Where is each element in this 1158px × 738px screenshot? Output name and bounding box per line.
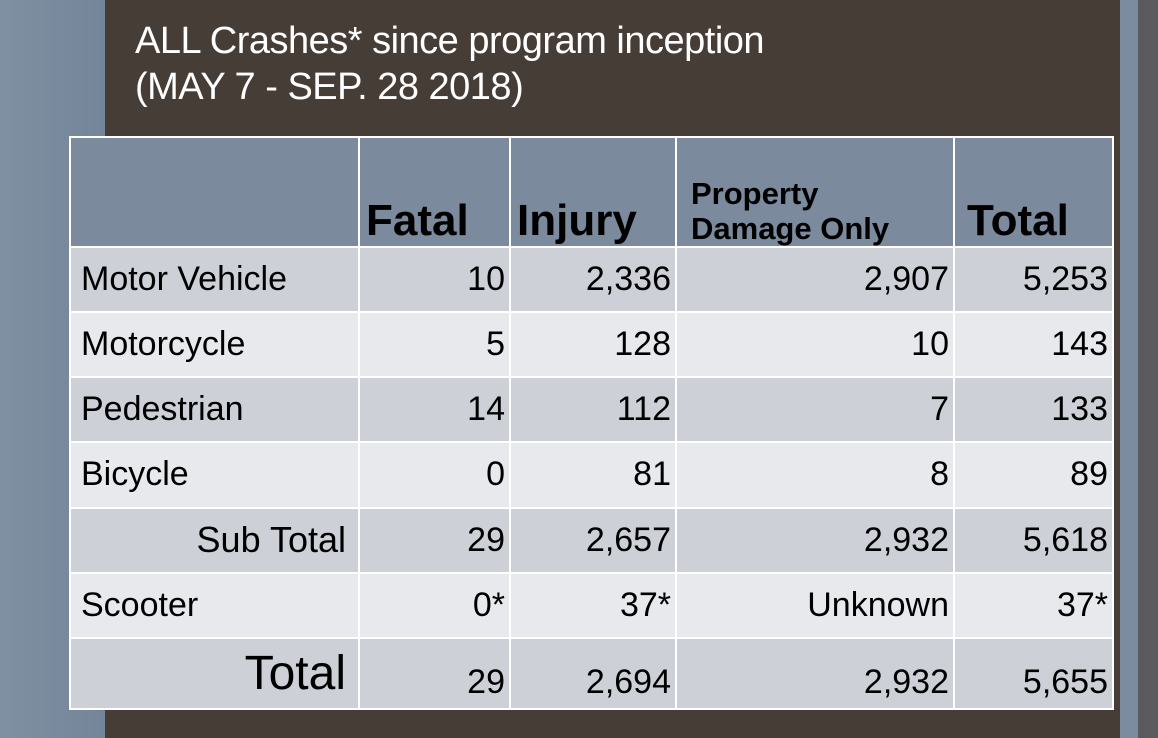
cell-property-damage: Unknown bbox=[675, 571, 955, 639]
cell-total: 5,618 bbox=[953, 506, 1114, 574]
cell-injury: 2,657 bbox=[509, 506, 677, 574]
cell-fatal: 0* bbox=[358, 571, 511, 639]
cell-fatal: 0 bbox=[358, 441, 511, 509]
cell-fatal: 5 bbox=[358, 311, 511, 379]
cell-fatal: 29 bbox=[358, 636, 511, 711]
cell-injury: 128 bbox=[509, 311, 677, 379]
header-fatal: Fatal bbox=[358, 136, 511, 248]
table-row-pedestrian: Pedestrian 14 112 7 133 bbox=[69, 376, 1114, 444]
header-total: Total bbox=[953, 136, 1114, 248]
cell-total: 5,253 bbox=[953, 245, 1114, 314]
row-label: Total bbox=[69, 636, 360, 711]
cell-property-damage: 2,932 bbox=[675, 636, 955, 711]
table-row-bicycle: Bicycle 0 81 8 89 bbox=[69, 441, 1114, 509]
cell-property-damage: 8 bbox=[675, 441, 955, 509]
cell-property-damage: 2,907 bbox=[675, 245, 955, 314]
header-pdo-line-1: Property bbox=[691, 176, 819, 211]
header-pdo-line-2: Damage Only bbox=[691, 211, 890, 246]
cell-property-damage: 10 bbox=[675, 311, 955, 379]
table-row-sub-total: Sub Total 29 2,657 2,932 5,618 bbox=[69, 506, 1114, 574]
row-label: Scooter bbox=[69, 571, 360, 639]
table-row-scooter: Scooter 0* 37* Unknown 37* bbox=[69, 571, 1114, 639]
cell-total: 5,655 bbox=[953, 636, 1114, 711]
row-label: Pedestrian bbox=[69, 376, 360, 444]
cell-fatal: 10 bbox=[358, 245, 511, 314]
title-line-1: ALL Crashes* since program inception bbox=[135, 20, 765, 62]
crash-table-container: Fatal Injury Property Damage Only Total … bbox=[69, 136, 1114, 711]
row-label: Motorcycle bbox=[69, 311, 360, 379]
cell-property-damage: 2,932 bbox=[675, 506, 955, 574]
right-edge-strip bbox=[1138, 0, 1158, 738]
table-row-grand-total: Total 29 2,694 2,932 5,655 bbox=[69, 636, 1114, 711]
row-label: Sub Total bbox=[69, 506, 360, 574]
cell-property-damage: 7 bbox=[675, 376, 955, 444]
cell-fatal: 29 bbox=[358, 506, 511, 574]
slide-title: ALL Crashes* since program inception (MA… bbox=[135, 18, 1095, 110]
cell-total: 37* bbox=[953, 571, 1114, 639]
cell-total: 133 bbox=[953, 376, 1114, 444]
header-property-damage: Property Damage Only bbox=[675, 136, 955, 248]
row-label: Motor Vehicle bbox=[69, 245, 360, 314]
cell-injury: 2,694 bbox=[509, 636, 677, 711]
cell-fatal: 14 bbox=[358, 376, 511, 444]
crash-table: Fatal Injury Property Damage Only Total … bbox=[69, 136, 1114, 711]
table-row-motor-vehicle: Motor Vehicle 10 2,336 2,907 5,253 bbox=[69, 245, 1114, 314]
title-line-2: (MAY 7 - SEP. 28 2018) bbox=[135, 66, 524, 108]
header-corner bbox=[69, 136, 360, 248]
cell-injury: 112 bbox=[509, 376, 677, 444]
row-label: Bicycle bbox=[69, 441, 360, 509]
header-row: Fatal Injury Property Damage Only Total bbox=[69, 136, 1114, 248]
header-injury: Injury bbox=[509, 136, 677, 248]
cell-injury: 37* bbox=[509, 571, 677, 639]
cell-injury: 2,336 bbox=[509, 245, 677, 314]
table-row-motorcycle: Motorcycle 5 128 10 143 bbox=[69, 311, 1114, 379]
cell-total: 143 bbox=[953, 311, 1114, 379]
cell-total: 89 bbox=[953, 441, 1114, 509]
cell-injury: 81 bbox=[509, 441, 677, 509]
